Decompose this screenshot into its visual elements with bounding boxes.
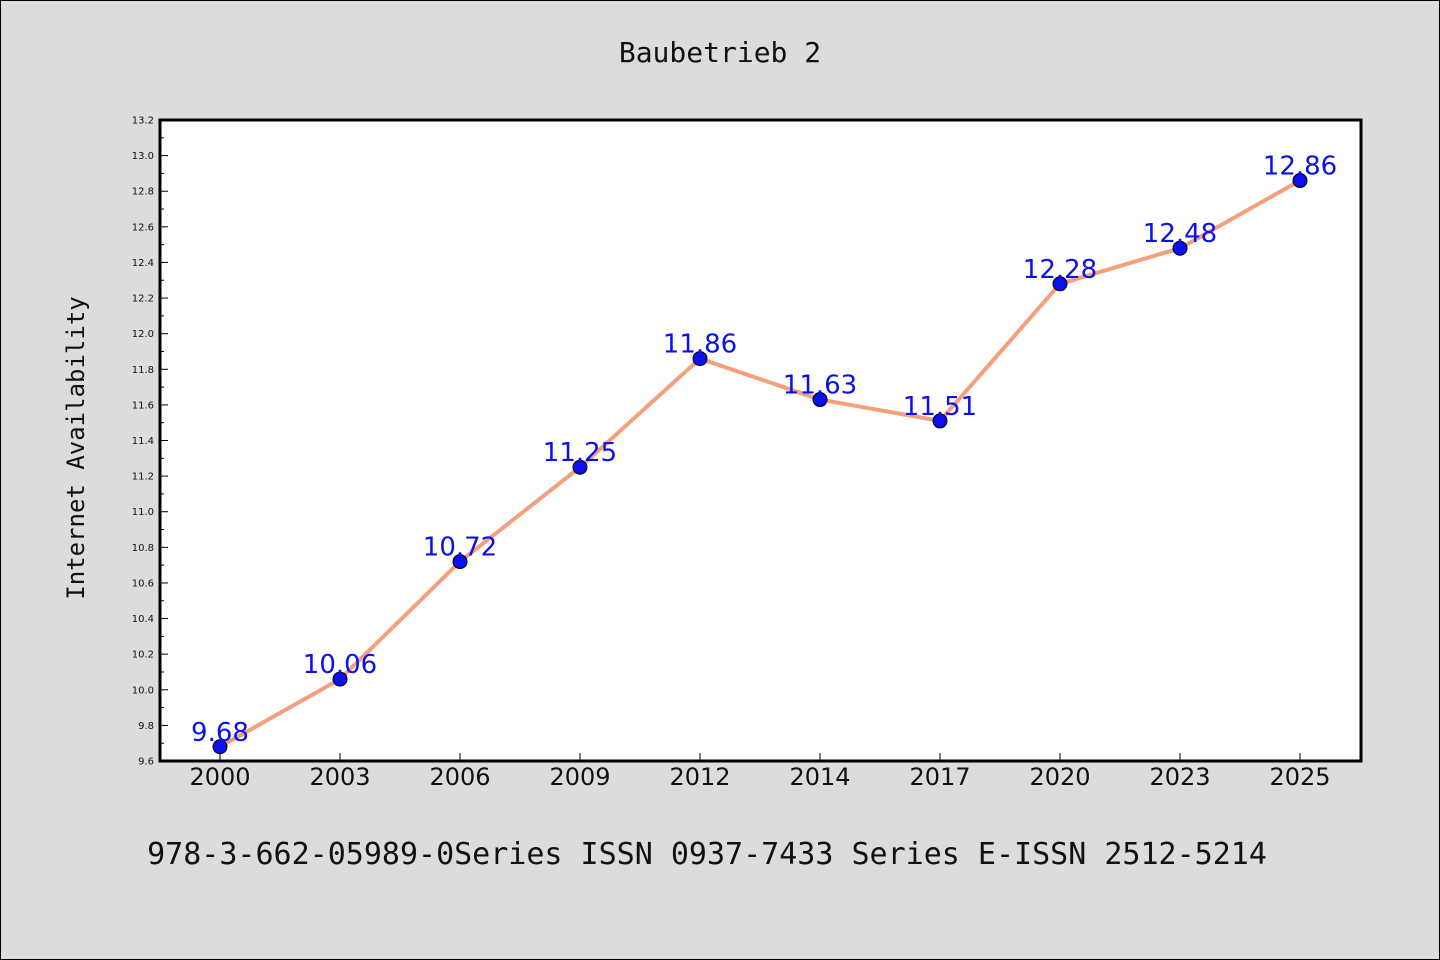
data-point-label: 11.25 — [543, 438, 617, 468]
y-tick-label: 10.6 — [132, 578, 154, 589]
y-tick-label: 11.8 — [132, 365, 154, 376]
data-point-marker — [572, 459, 588, 475]
y-tick-label: 12.4 — [132, 258, 154, 269]
series-line — [218, 178, 1302, 749]
y-tick-label: 9.6 — [138, 757, 154, 768]
plot-area — [160, 120, 1361, 761]
x-tick-label: 2014 — [789, 763, 850, 791]
data-point-label: 11.63 — [783, 371, 857, 401]
x-tick-label: 2000 — [189, 763, 250, 791]
chart-title: Baubetrieb 2 — [619, 36, 821, 69]
y-tick-label: 9.8 — [138, 721, 154, 732]
data-point-marker — [1292, 173, 1308, 189]
series-layer: 9.68 10.06 10.72 11.25 11.86 11.63 11.51 12.28 1… — [191, 152, 1337, 755]
plot-border — [158, 118, 1363, 763]
y-tick-label: 11.4 — [132, 436, 154, 447]
data-point-marker — [1052, 276, 1068, 292]
y-tick-label: 12.8 — [132, 187, 154, 198]
x-tick-label: 2023 — [1149, 763, 1210, 791]
x-tick-label: 2017 — [909, 763, 970, 791]
data-point-label: 12.86 — [1263, 152, 1337, 182]
y-axis: 9.6 9.8 10.0 10.2 10.4 10.6 10.8 11.0 11.2 11.4 11… — [132, 116, 168, 768]
y-tick-label: 11.6 — [132, 400, 154, 411]
data-point-label: 10.06 — [303, 650, 377, 680]
data-point-marker — [212, 739, 228, 755]
x-tick-label: 2020 — [1029, 763, 1090, 791]
x-tick-label: 2003 — [309, 763, 370, 791]
y-tick-label: 10.4 — [132, 614, 154, 625]
x-tick-label: 2006 — [429, 763, 490, 791]
data-point-label: 9.68 — [191, 718, 249, 748]
y-tick-label: 11.0 — [132, 507, 154, 518]
data-point-marker — [812, 392, 828, 408]
data-point-marker — [452, 554, 468, 570]
data-point-marker — [1172, 240, 1188, 256]
x-tick-label: 2012 — [669, 763, 730, 791]
y-tick-label: 12.0 — [132, 329, 154, 340]
y-tick-label: 10.0 — [132, 685, 154, 696]
data-point-label: 11.51 — [903, 392, 977, 422]
x-tick-label: 2009 — [549, 763, 610, 791]
y-tick-label: 12.2 — [132, 294, 154, 305]
data-point-label: 12.28 — [1023, 255, 1097, 285]
footer-isbn-text: 978-3-662-05989-0Series ISSN 0937-7433 S… — [147, 837, 1267, 872]
x-tick-label: 2025 — [1269, 763, 1330, 791]
data-point-marker — [932, 413, 948, 429]
data-point-label: 12.48 — [1143, 219, 1217, 249]
data-point-label: 11.86 — [663, 330, 737, 360]
y-tick-label: 13.2 — [132, 116, 154, 127]
x-axis: 2000 2003 2006 2009 2012 2014 2017 2020 2023 2025 — [189, 753, 1331, 791]
data-point-label: 10.72 — [423, 533, 497, 563]
y-tick-label: 10.8 — [132, 543, 154, 554]
data-point-marker — [692, 351, 708, 367]
y-tick-label: 13.0 — [132, 151, 154, 162]
data-point-marker — [332, 671, 348, 687]
y-tick-label: 11.2 — [132, 472, 154, 483]
y-tick-label: 10.2 — [132, 650, 154, 661]
y-axis-label: Internet Availability — [62, 296, 90, 599]
y-tick-label: 12.6 — [132, 222, 154, 233]
